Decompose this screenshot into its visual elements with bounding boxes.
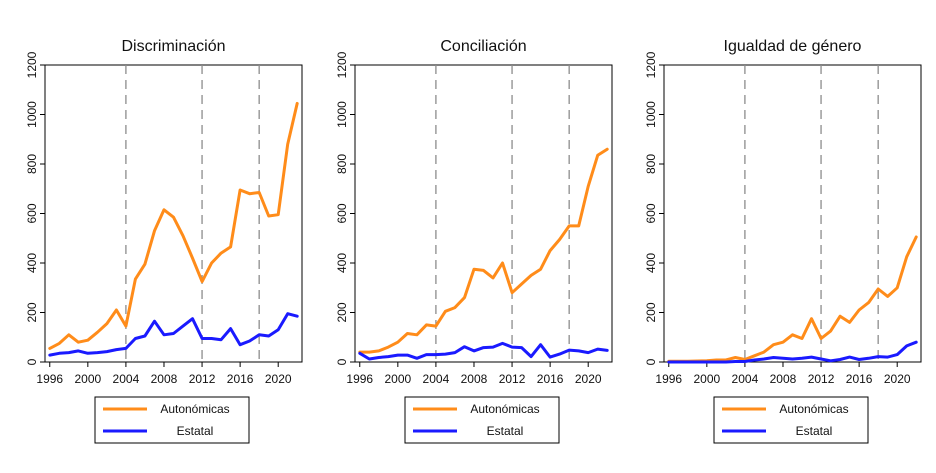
legend-label: Estatal bbox=[177, 424, 214, 438]
x-tick-label: 2008 bbox=[461, 372, 488, 386]
x-tick-label: 2020 bbox=[575, 372, 602, 386]
x-tick-label: 2016 bbox=[227, 372, 254, 386]
legend: Autonómicas Estatal bbox=[94, 396, 250, 444]
y-tick-label: 1200 bbox=[25, 51, 39, 78]
y-tick-label: 1000 bbox=[25, 101, 39, 128]
series-line-autonomicas bbox=[48, 101, 299, 350]
x-tick-label: 1996 bbox=[36, 372, 63, 386]
y-tick-label: 600 bbox=[25, 203, 39, 223]
x-tick-label: 1996 bbox=[655, 372, 682, 386]
chart-title: Conciliación bbox=[440, 38, 526, 55]
y-tick-label: 0 bbox=[25, 358, 39, 365]
chart-panel-2: Conciliación 0 200 400 600 800 1000 1200 1996 200… bbox=[335, 38, 613, 444]
x-tick-label: 1996 bbox=[346, 372, 373, 386]
legend-label: Estatal bbox=[796, 424, 833, 438]
y-tick-label: 400 bbox=[335, 253, 349, 273]
x-tick-label: 2008 bbox=[151, 372, 178, 386]
series-line-estatal bbox=[48, 312, 299, 357]
series-line-autonomicas bbox=[358, 147, 609, 354]
chart-title: Discriminación bbox=[121, 38, 225, 55]
chart-panel-3: Igualdad de género 0 200 400 600 800 1000 1200 1… bbox=[644, 38, 922, 444]
y-tick-label: 1200 bbox=[335, 51, 349, 78]
y-tick-label: 0 bbox=[644, 358, 658, 365]
series-line-estatal bbox=[358, 341, 609, 361]
series-line-autonomicas bbox=[667, 235, 918, 363]
x-tick-label: 2004 bbox=[732, 372, 759, 386]
legend-box bbox=[404, 396, 560, 444]
x-tick-label: 2000 bbox=[74, 372, 101, 386]
series-line-estatal bbox=[667, 340, 918, 364]
legend-label: Autonómicas bbox=[470, 402, 539, 416]
y-tick-label: 400 bbox=[25, 253, 39, 273]
y-tick-label: 600 bbox=[335, 203, 349, 223]
chart-title: Igualdad de género bbox=[724, 38, 862, 55]
legend-label: Estatal bbox=[487, 424, 524, 438]
y-tick-label: 200 bbox=[644, 302, 658, 322]
legend-label: Autonómicas bbox=[160, 402, 229, 416]
plot-frame bbox=[44, 64, 303, 363]
y-tick-label: 1000 bbox=[335, 101, 349, 128]
y-tick-label: 0 bbox=[335, 358, 349, 365]
y-tick-label: 800 bbox=[25, 154, 39, 174]
y-tick-label: 1200 bbox=[644, 51, 658, 78]
x-tick-label: 2000 bbox=[384, 372, 411, 386]
x-tick-label: 2004 bbox=[113, 372, 140, 386]
x-tick-label: 2008 bbox=[770, 372, 797, 386]
x-tick-label: 2004 bbox=[423, 372, 450, 386]
x-tick-label: 2012 bbox=[808, 372, 835, 386]
legend: Autonómicas Estatal bbox=[404, 396, 560, 444]
y-tick-label: 800 bbox=[335, 154, 349, 174]
x-tick-label: 2012 bbox=[189, 372, 216, 386]
y-tick-label: 800 bbox=[644, 154, 658, 174]
legend: Autonómicas Estatal bbox=[713, 396, 869, 444]
y-tick-label: 200 bbox=[335, 302, 349, 322]
y-tick-label: 1000 bbox=[644, 101, 658, 128]
y-tick-label: 600 bbox=[644, 203, 658, 223]
x-tick-label: 2020 bbox=[265, 372, 292, 386]
legend-box bbox=[94, 396, 250, 444]
legend-box bbox=[713, 396, 869, 444]
x-tick-label: 2000 bbox=[693, 372, 720, 386]
legend-label: Autonómicas bbox=[779, 402, 848, 416]
x-tick-label: 2016 bbox=[846, 372, 873, 386]
x-tick-label: 2020 bbox=[884, 372, 911, 386]
y-tick-label: 400 bbox=[644, 253, 658, 273]
plot-frame bbox=[354, 64, 613, 363]
chart-panel-1: Discriminación 0 200 400 600 800 1000 1200 1996 2… bbox=[25, 38, 303, 444]
plot-frame bbox=[663, 64, 922, 363]
y-tick-label: 200 bbox=[25, 302, 39, 322]
x-tick-label: 2016 bbox=[537, 372, 564, 386]
x-tick-label: 2012 bbox=[499, 372, 526, 386]
